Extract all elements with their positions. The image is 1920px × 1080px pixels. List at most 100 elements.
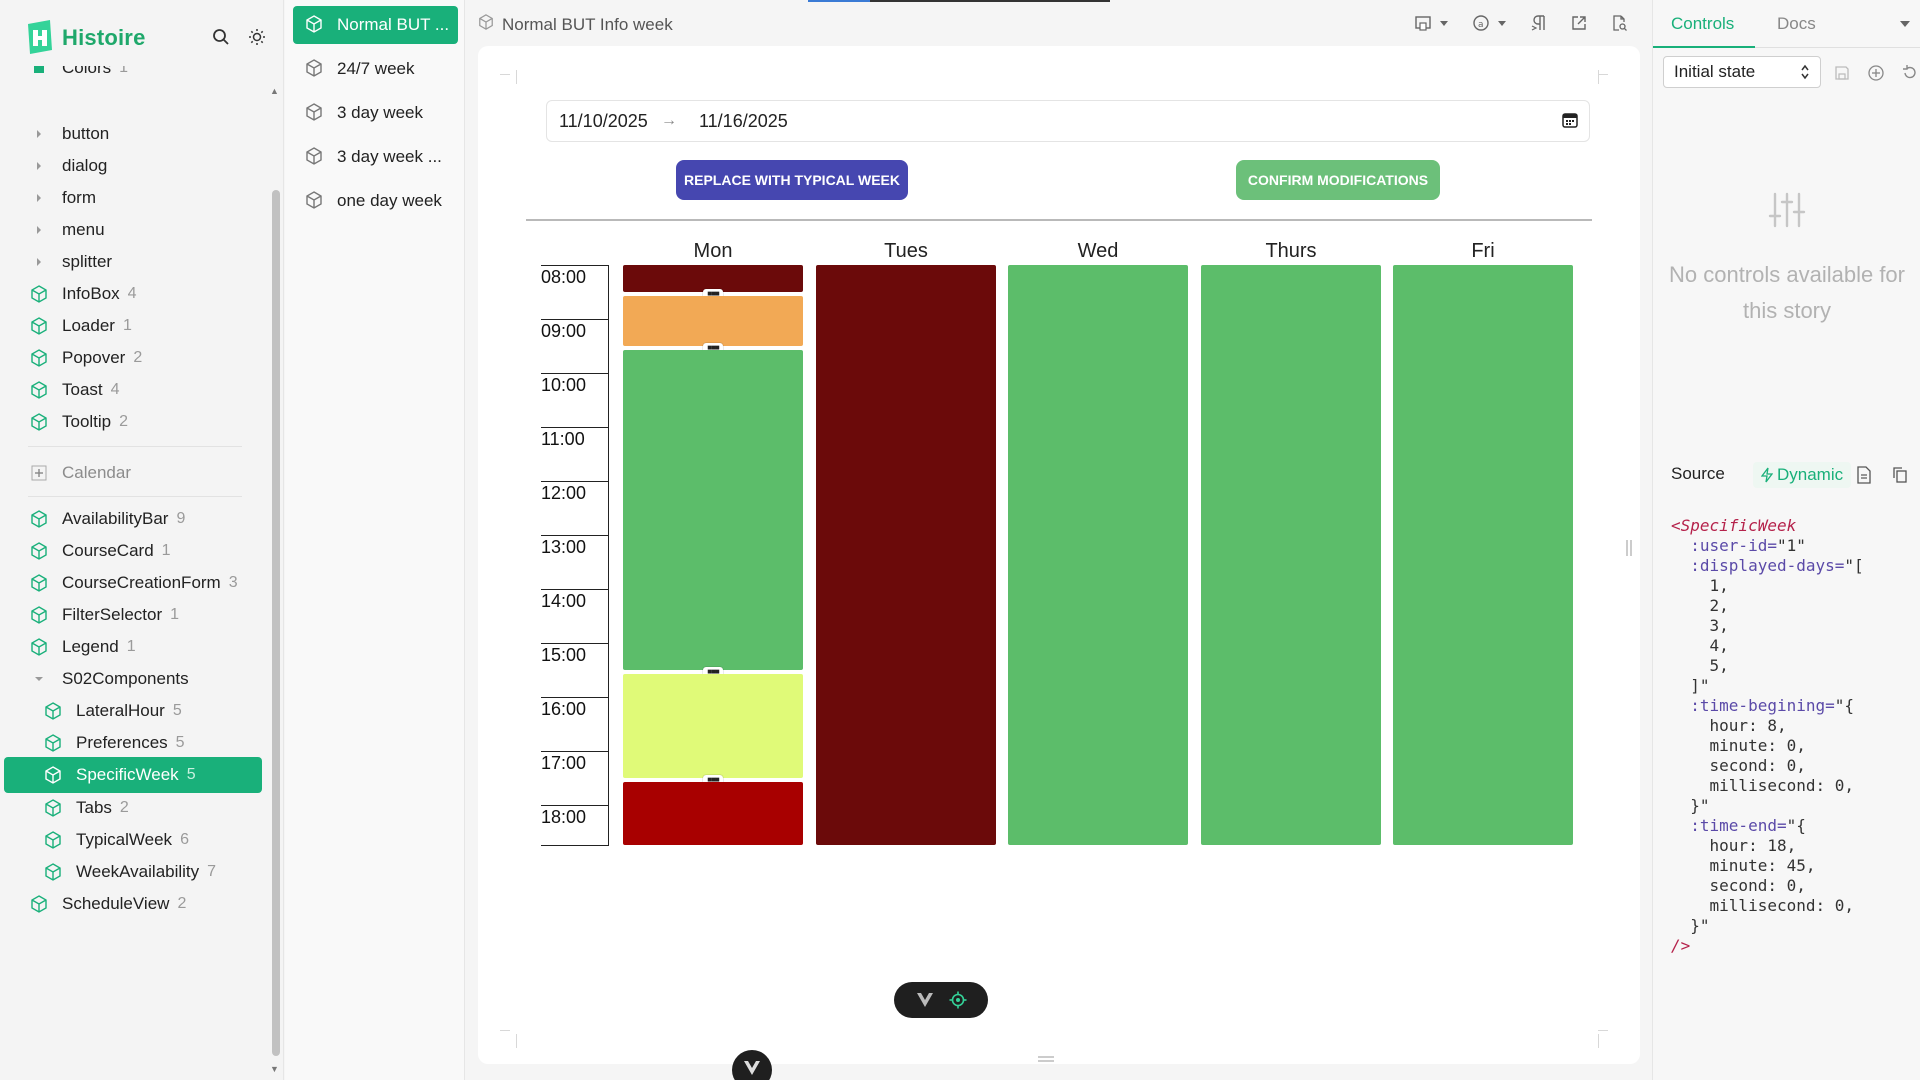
resize-handle-icon[interactable]: ■■■ <box>703 666 723 677</box>
background-color-icon[interactable]: a <box>1470 12 1510 34</box>
vue-devtools-toggle[interactable] <box>732 1050 772 1080</box>
top-loading-bar-accent <box>808 0 870 2</box>
tree-story-weekavailability[interactable]: WeekAvailability 7 <box>4 854 262 890</box>
cube-icon <box>28 572 50 594</box>
theme-toggle-icon[interactable] <box>246 26 268 48</box>
resize-handle-icon[interactable]: ■■■ <box>703 288 723 299</box>
add-circle-icon[interactable] <box>1865 62 1887 84</box>
preview-corner-mark <box>1598 70 1599 84</box>
file-icon[interactable] <box>1853 464 1875 486</box>
preview-resize-handle-vertical[interactable] <box>1626 540 1632 556</box>
availability-block[interactable] <box>623 265 803 292</box>
scroll-up-icon[interactable]: ▲ <box>270 86 279 96</box>
variant-3-day-week-2[interactable]: 3 day week ... <box>293 138 458 176</box>
chevron-down-icon <box>28 668 50 690</box>
day-column-mon[interactable]: ■■■ ■■■ ■■■ ■■■ <box>623 265 803 845</box>
tab-controls[interactable]: Controls <box>1671 14 1735 33</box>
tree-story-availabilitybar[interactable]: AvailabilityBar 9 <box>4 501 262 537</box>
variant-3-day-week[interactable]: 3 day week <box>293 94 458 132</box>
chevron-down-icon[interactable] <box>1899 16 1911 34</box>
story-title: Normal BUT Info week <box>478 14 673 35</box>
save-icon[interactable] <box>1831 62 1853 84</box>
copy-icon[interactable] <box>1889 464 1911 486</box>
tree-story-tabs[interactable]: Tabs 2 <box>4 790 262 826</box>
cube-icon <box>305 147 325 167</box>
variant-normal-but[interactable]: Normal BUT ... <box>293 6 458 44</box>
tree-group-calendar[interactable]: Calendar <box>4 455 262 491</box>
tree-story-legend[interactable]: Legend 1 <box>4 629 262 665</box>
tree-item-label: dialog <box>62 156 108 175</box>
tree-story-loader[interactable]: Loader 1 <box>4 308 262 344</box>
cube-icon <box>305 191 325 211</box>
text-direction-icon[interactable] <box>1528 12 1550 34</box>
tree-folder-menu[interactable]: menu <box>4 212 262 248</box>
tree-item-count: 1 <box>122 317 132 334</box>
availability-block[interactable] <box>623 349 803 670</box>
tree-folder-button[interactable]: button <box>4 116 262 152</box>
dynamic-toggle[interactable]: Dynamic <box>1753 462 1852 488</box>
day-header: Mon <box>693 240 733 262</box>
file-search-icon[interactable] <box>1608 12 1630 34</box>
date-end-field[interactable]: 11/16/2025 <box>699 110 788 131</box>
variant-24-7-week[interactable]: 24/7 week <box>293 50 458 88</box>
preview-resize-handle-horizontal[interactable] <box>1038 1056 1054 1062</box>
code-line: second: 0, <box>1671 756 1806 775</box>
search-icon[interactable] <box>210 26 232 48</box>
tree-story-infobox[interactable]: InfoBox 4 <box>4 276 262 312</box>
responsive-size-icon[interactable] <box>1412 12 1452 34</box>
day-column-fri[interactable] <box>1393 265 1573 845</box>
day-column-wed[interactable] <box>1008 265 1188 845</box>
tree-story-specificweek[interactable]: SpecificWeek 5 <box>4 757 262 793</box>
availability-block[interactable] <box>1201 265 1381 845</box>
tree-story-toast[interactable]: Toast 4 <box>4 372 262 408</box>
tree-item-colors[interactable]: Colors 1 <box>4 66 262 86</box>
tree-story-coursecard[interactable]: CourseCard 1 <box>4 533 262 569</box>
variant-one-day-week[interactable]: one day week <box>293 182 458 220</box>
availability-block[interactable] <box>623 295 803 346</box>
sidebar-scroll-thumb[interactable] <box>272 190 280 1056</box>
source-code-block[interactable]: <SpecificWeek :user-id="1" :displayed-da… <box>1671 516 1864 956</box>
confirm-modifications-button[interactable]: CONFIRM MODIFICATIONS <box>1236 160 1440 200</box>
brand[interactable]: Histoire <box>24 20 146 56</box>
scroll-down-icon[interactable]: ▼ <box>270 1064 279 1074</box>
tree-folder-s02components[interactable]: S02Components <box>4 661 262 697</box>
color-swatch-icon <box>28 66 50 79</box>
reset-icon[interactable] <box>1899 62 1920 84</box>
tree-folder-dialog[interactable]: dialog <box>4 148 262 184</box>
tree-story-filterselector[interactable]: FilterSelector 1 <box>4 597 262 633</box>
open-new-tab-icon[interactable] <box>1568 12 1590 34</box>
hour-label: 17:00 <box>541 752 587 773</box>
date-range-picker[interactable]: 11/10/2025 → 11/16/2025 <box>546 100 1590 142</box>
availability-block[interactable] <box>1393 265 1573 845</box>
availability-block[interactable] <box>623 673 803 778</box>
date-start-field[interactable]: 11/10/2025 <box>559 110 648 131</box>
replace-with-typical-week-button[interactable]: REPLACE WITH TYPICAL WEEK <box>676 160 908 200</box>
tree-story-lateralhour[interactable]: LateralHour 5 <box>4 693 262 729</box>
day-column-thurs[interactable] <box>1201 265 1381 845</box>
availability-block[interactable] <box>623 781 803 845</box>
tree-item-label: Loader <box>62 316 115 335</box>
tree-story-scheduleview[interactable]: ScheduleView 2 <box>4 886 262 922</box>
calendar-icon[interactable] <box>1561 111 1579 134</box>
availability-block[interactable] <box>816 265 996 845</box>
tree-story-typicalweek[interactable]: TypicalWeek 6 <box>4 822 262 858</box>
preview-corner-mark <box>500 1030 510 1040</box>
initial-state-select[interactable]: Initial state <box>1663 56 1821 88</box>
tree-folder-splitter[interactable]: splitter <box>4 244 262 280</box>
resize-handle-icon[interactable]: ■■■ <box>703 342 723 353</box>
tree-story-preferences[interactable]: Preferences 5 <box>4 725 262 761</box>
day-header: Fri <box>1471 240 1495 262</box>
resize-handle-icon[interactable]: ■■■ <box>703 774 723 785</box>
availability-block[interactable] <box>1008 265 1188 845</box>
tree-story-coursecreationform[interactable]: CourseCreationForm 3 <box>4 565 262 601</box>
day-column-tues[interactable] <box>816 265 996 845</box>
tree-story-popover[interactable]: Popover 2 <box>4 340 262 376</box>
code-line: :time-end="{ <box>1690 816 1806 835</box>
code-line: second: 0, <box>1671 876 1806 895</box>
vue-devtools-icon[interactable] <box>914 989 936 1011</box>
tree-story-tooltip[interactable]: Tooltip 2 <box>4 404 262 440</box>
hour-label: 13:00 <box>541 536 587 557</box>
tree-folder-form[interactable]: form <box>4 180 262 216</box>
tab-docs[interactable]: Docs <box>1777 14 1816 33</box>
component-inspector-icon[interactable] <box>947 989 969 1011</box>
